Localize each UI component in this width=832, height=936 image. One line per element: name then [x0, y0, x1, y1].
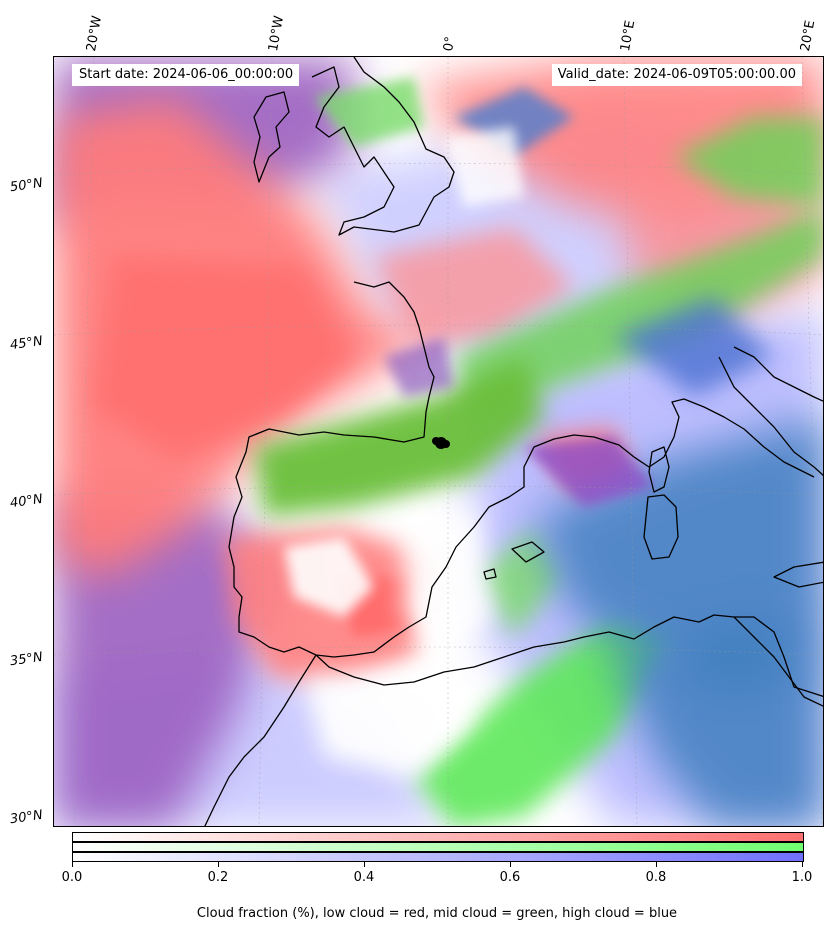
coastline-sicily — [773, 561, 823, 588]
lat-label-35n: 35°N — [9, 649, 44, 670]
low-cloud-atlantic-core — [94, 257, 354, 457]
colorbar-caption: Cloud fraction (%), low cloud = red, mid… — [196, 906, 678, 921]
coastline-sardinia — [643, 494, 679, 560]
colorbar-tick-4 — [656, 862, 657, 867]
colorbar-tick-3 — [510, 862, 511, 867]
coastlines — [204, 57, 823, 826]
mixed-cloud-north-sea — [454, 87, 574, 157]
coastline-morocco-atlantic — [204, 654, 317, 826]
colorbar-tick-5 — [802, 862, 803, 867]
colorbar-tick-label-2: 0.4 — [353, 870, 375, 885]
low-cloud-central-europe — [374, 227, 574, 347]
colorbar-tick-0 — [72, 862, 73, 867]
mid-cloud-north-africa — [414, 617, 674, 826]
mixed-cloud-west-mediterranean — [524, 437, 654, 507]
colorbar-tick-1 — [218, 862, 219, 867]
coastline-tunisia — [734, 616, 823, 698]
lon-label-10e: 10°E — [618, 19, 639, 53]
cloud-map-svg — [54, 57, 823, 826]
colorbar-tick-label-5: 1.0 — [791, 870, 813, 885]
lat-label-40n: 40°N — [9, 491, 44, 512]
mid-cloud-balearic — [474, 527, 564, 637]
clear-sky-channel — [444, 127, 524, 207]
coastline-ibiza — [483, 568, 497, 580]
mixed-cloud-alps — [614, 297, 774, 397]
cloud-map — [53, 56, 824, 827]
colorbar-tick-2 — [364, 862, 365, 867]
lon-label-20e: 20°E — [798, 19, 819, 53]
lon-label-10w: 10°W — [266, 14, 288, 53]
coastline-balearics — [511, 541, 545, 563]
colorbar-tick-label-4: 0.8 — [645, 870, 667, 885]
mixed-cloud-north-africa — [614, 617, 823, 826]
mid-cloud-france-band — [454, 207, 823, 417]
clear-sky-east-iberia — [404, 507, 494, 657]
mid-cloud-iberia — [254, 357, 544, 517]
clear-sky-morocco — [304, 667, 474, 777]
coastline-great-britain — [311, 57, 455, 236]
coastline-adriatic — [733, 346, 823, 402]
graticule — [54, 57, 823, 826]
colorbar-low-cloud-red — [72, 832, 804, 842]
valid-date-label: Valid_date: 2024-06-09T05:00:00.00 — [551, 64, 802, 86]
mid-cloud-northeast — [674, 117, 823, 207]
mixed-cloud-southwest-band — [54, 497, 284, 826]
colorbar-mid-cloud-green — [72, 842, 804, 852]
location-marker — [432, 437, 450, 449]
coastline-western-europe — [228, 281, 815, 658]
lat-label-30n: 30°N — [9, 807, 44, 828]
colorbar-high-cloud-blue — [72, 852, 804, 862]
lon-label-20w: 20°W — [84, 14, 106, 53]
colorbar-tick-label-1: 0.2 — [207, 870, 229, 885]
lat-label-45n: 45°N — [9, 333, 44, 354]
mixed-cloud-bay-of-biscay — [384, 337, 454, 397]
coastline-corsica — [648, 446, 670, 493]
clear-sky-spain — [284, 537, 374, 617]
coastline-ireland — [253, 91, 290, 183]
lat-label-50n: 50°N — [9, 175, 44, 196]
lon-label-0: 0° — [441, 35, 459, 53]
colorbar-tick-label-3: 0.6 — [499, 870, 521, 885]
coastline-italy — [718, 356, 823, 477]
start-date-label: Start date: 2024-06-06_00:00:00 — [72, 64, 300, 86]
colorbar-tick-label-0: 0.0 — [61, 870, 83, 885]
mid-cloud-british-isles — [314, 77, 424, 147]
coastline-north-africa — [315, 614, 823, 707]
